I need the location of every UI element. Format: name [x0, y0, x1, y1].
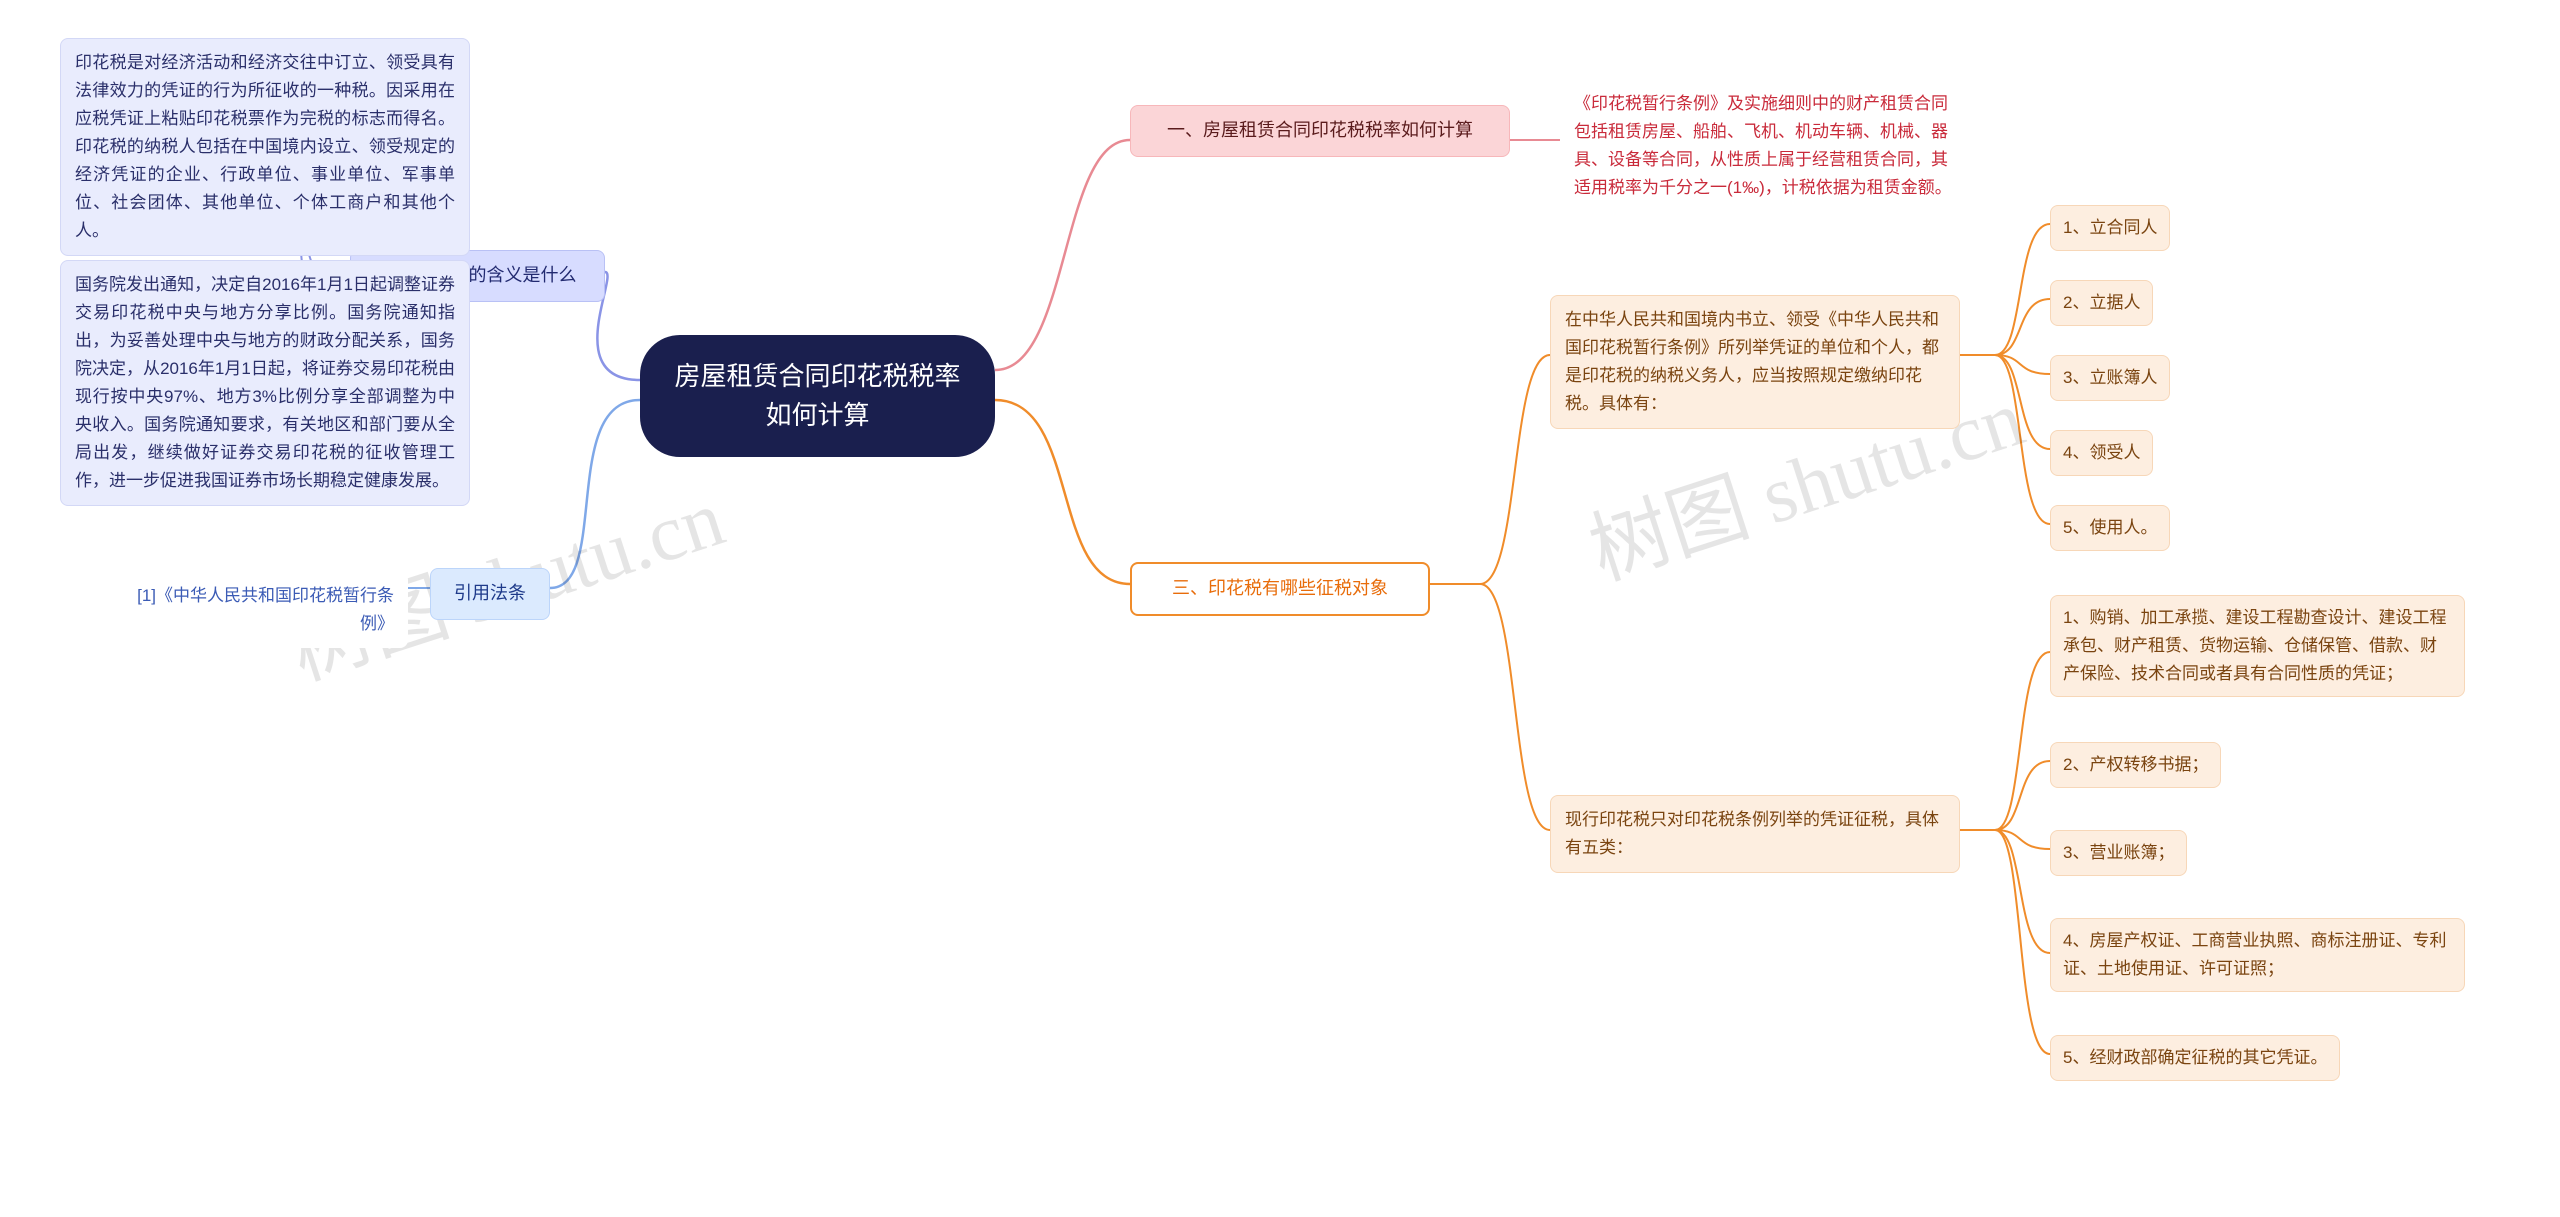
branch-2-detail-1: 印花税是对经济活动和经济交往中订立、领受具有法律效力的凭证的行为所征收的一种税。… — [60, 38, 470, 256]
branch-3-sub-2-item-2: 2、产权转移书据； — [2050, 742, 2221, 788]
branch-1-detail: 《印花税暂行条例》及实施细则中的财产租赁合同包括租赁房屋、船舶、飞机、机动车辆、… — [1560, 80, 1975, 212]
branch-3-sub-2-item-5: 5、经财政部确定征税的其它凭证。 — [2050, 1035, 2340, 1081]
branch-3-sub-1: 在中华人民共和国境内书立、领受《中华人民共和国印花税暂行条例》所列举凭证的单位和… — [1550, 295, 1960, 429]
branch-3-sub-2-item-4: 4、房屋产权证、工商营业执照、商标注册证、专利证、土地使用证、许可证照； — [2050, 918, 2465, 992]
branch-3[interactable]: 三、印花税有哪些征税对象 — [1130, 562, 1430, 616]
branch-3-sub-2-item-3: 3、营业账簿； — [2050, 830, 2187, 876]
branch-3-sub-1-item-3: 3、立账簿人 — [2050, 355, 2170, 401]
branch-3-sub-1-item-1: 1、立合同人 — [2050, 205, 2170, 251]
branch-4[interactable]: 引用法条 — [430, 568, 550, 620]
branch-3-sub-2-item-1: 1、购销、加工承揽、建设工程勘查设计、建设工程承包、财产租赁、货物运输、仓储保管… — [2050, 595, 2465, 697]
branch-1[interactable]: 一、房屋租赁合同印花税税率如何计算 — [1130, 105, 1510, 157]
branch-2-detail-2: 国务院发出通知，决定自2016年1月1日起调整证券交易印花税中央与地方分享比例。… — [60, 260, 470, 506]
root-node[interactable]: 房屋租赁合同印花税税率如何计算 — [640, 335, 995, 457]
branch-3-sub-2: 现行印花税只对印花税条例列举的凭证征税，具体有五类： — [1550, 795, 1960, 873]
branch-3-sub-1-item-5: 5、使用人。 — [2050, 505, 2170, 551]
branch-3-sub-1-item-2: 2、立据人 — [2050, 280, 2153, 326]
branch-3-sub-1-item-4: 4、领受人 — [2050, 430, 2153, 476]
branch-4-detail: [1]《中华人民共和国印花税暂行条例》 — [98, 572, 408, 648]
